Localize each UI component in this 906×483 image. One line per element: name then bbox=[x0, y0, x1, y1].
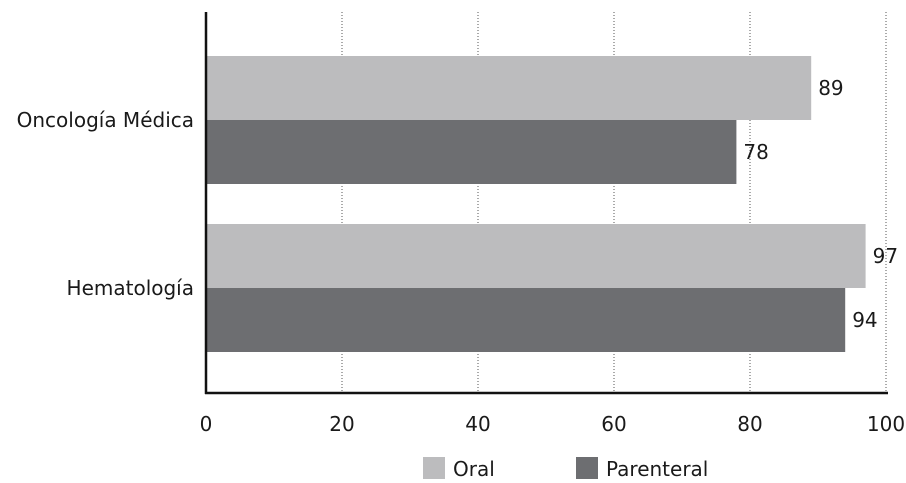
category-label-1: Hematología bbox=[67, 276, 194, 300]
tick-label-20: 20 bbox=[329, 412, 354, 436]
tick-label-80: 80 bbox=[737, 412, 762, 436]
tick-labels: 0 20 40 60 80 100 bbox=[200, 412, 905, 436]
data-labels: 89 78 97 94 bbox=[743, 76, 898, 332]
data-label-oral-0: 89 bbox=[818, 76, 843, 100]
data-label-oral-1: 97 bbox=[873, 244, 898, 268]
bar-oral-1 bbox=[206, 224, 866, 288]
bar-oral-0 bbox=[206, 56, 812, 120]
tick-label-60: 60 bbox=[601, 412, 626, 436]
axes bbox=[204, 12, 888, 395]
bar-parenteral-1 bbox=[206, 288, 846, 352]
legend: Oral Parenteral bbox=[423, 457, 708, 481]
tick-label-100: 100 bbox=[867, 412, 905, 436]
data-label-parenteral-1: 94 bbox=[852, 308, 877, 332]
legend-swatch-parenteral bbox=[576, 457, 598, 479]
legend-label-parenteral: Parenteral bbox=[606, 457, 708, 481]
category-label-0: Oncología Médica bbox=[17, 108, 194, 132]
data-label-parenteral-0: 78 bbox=[743, 140, 768, 164]
legend-swatch-oral bbox=[423, 457, 445, 479]
bars bbox=[206, 56, 866, 352]
tick-label-0: 0 bbox=[200, 412, 213, 436]
bar-parenteral-0 bbox=[206, 120, 737, 184]
tick-label-40: 40 bbox=[465, 412, 490, 436]
category-labels: Oncología Médica Hematología bbox=[17, 108, 194, 300]
legend-label-oral: Oral bbox=[453, 457, 495, 481]
